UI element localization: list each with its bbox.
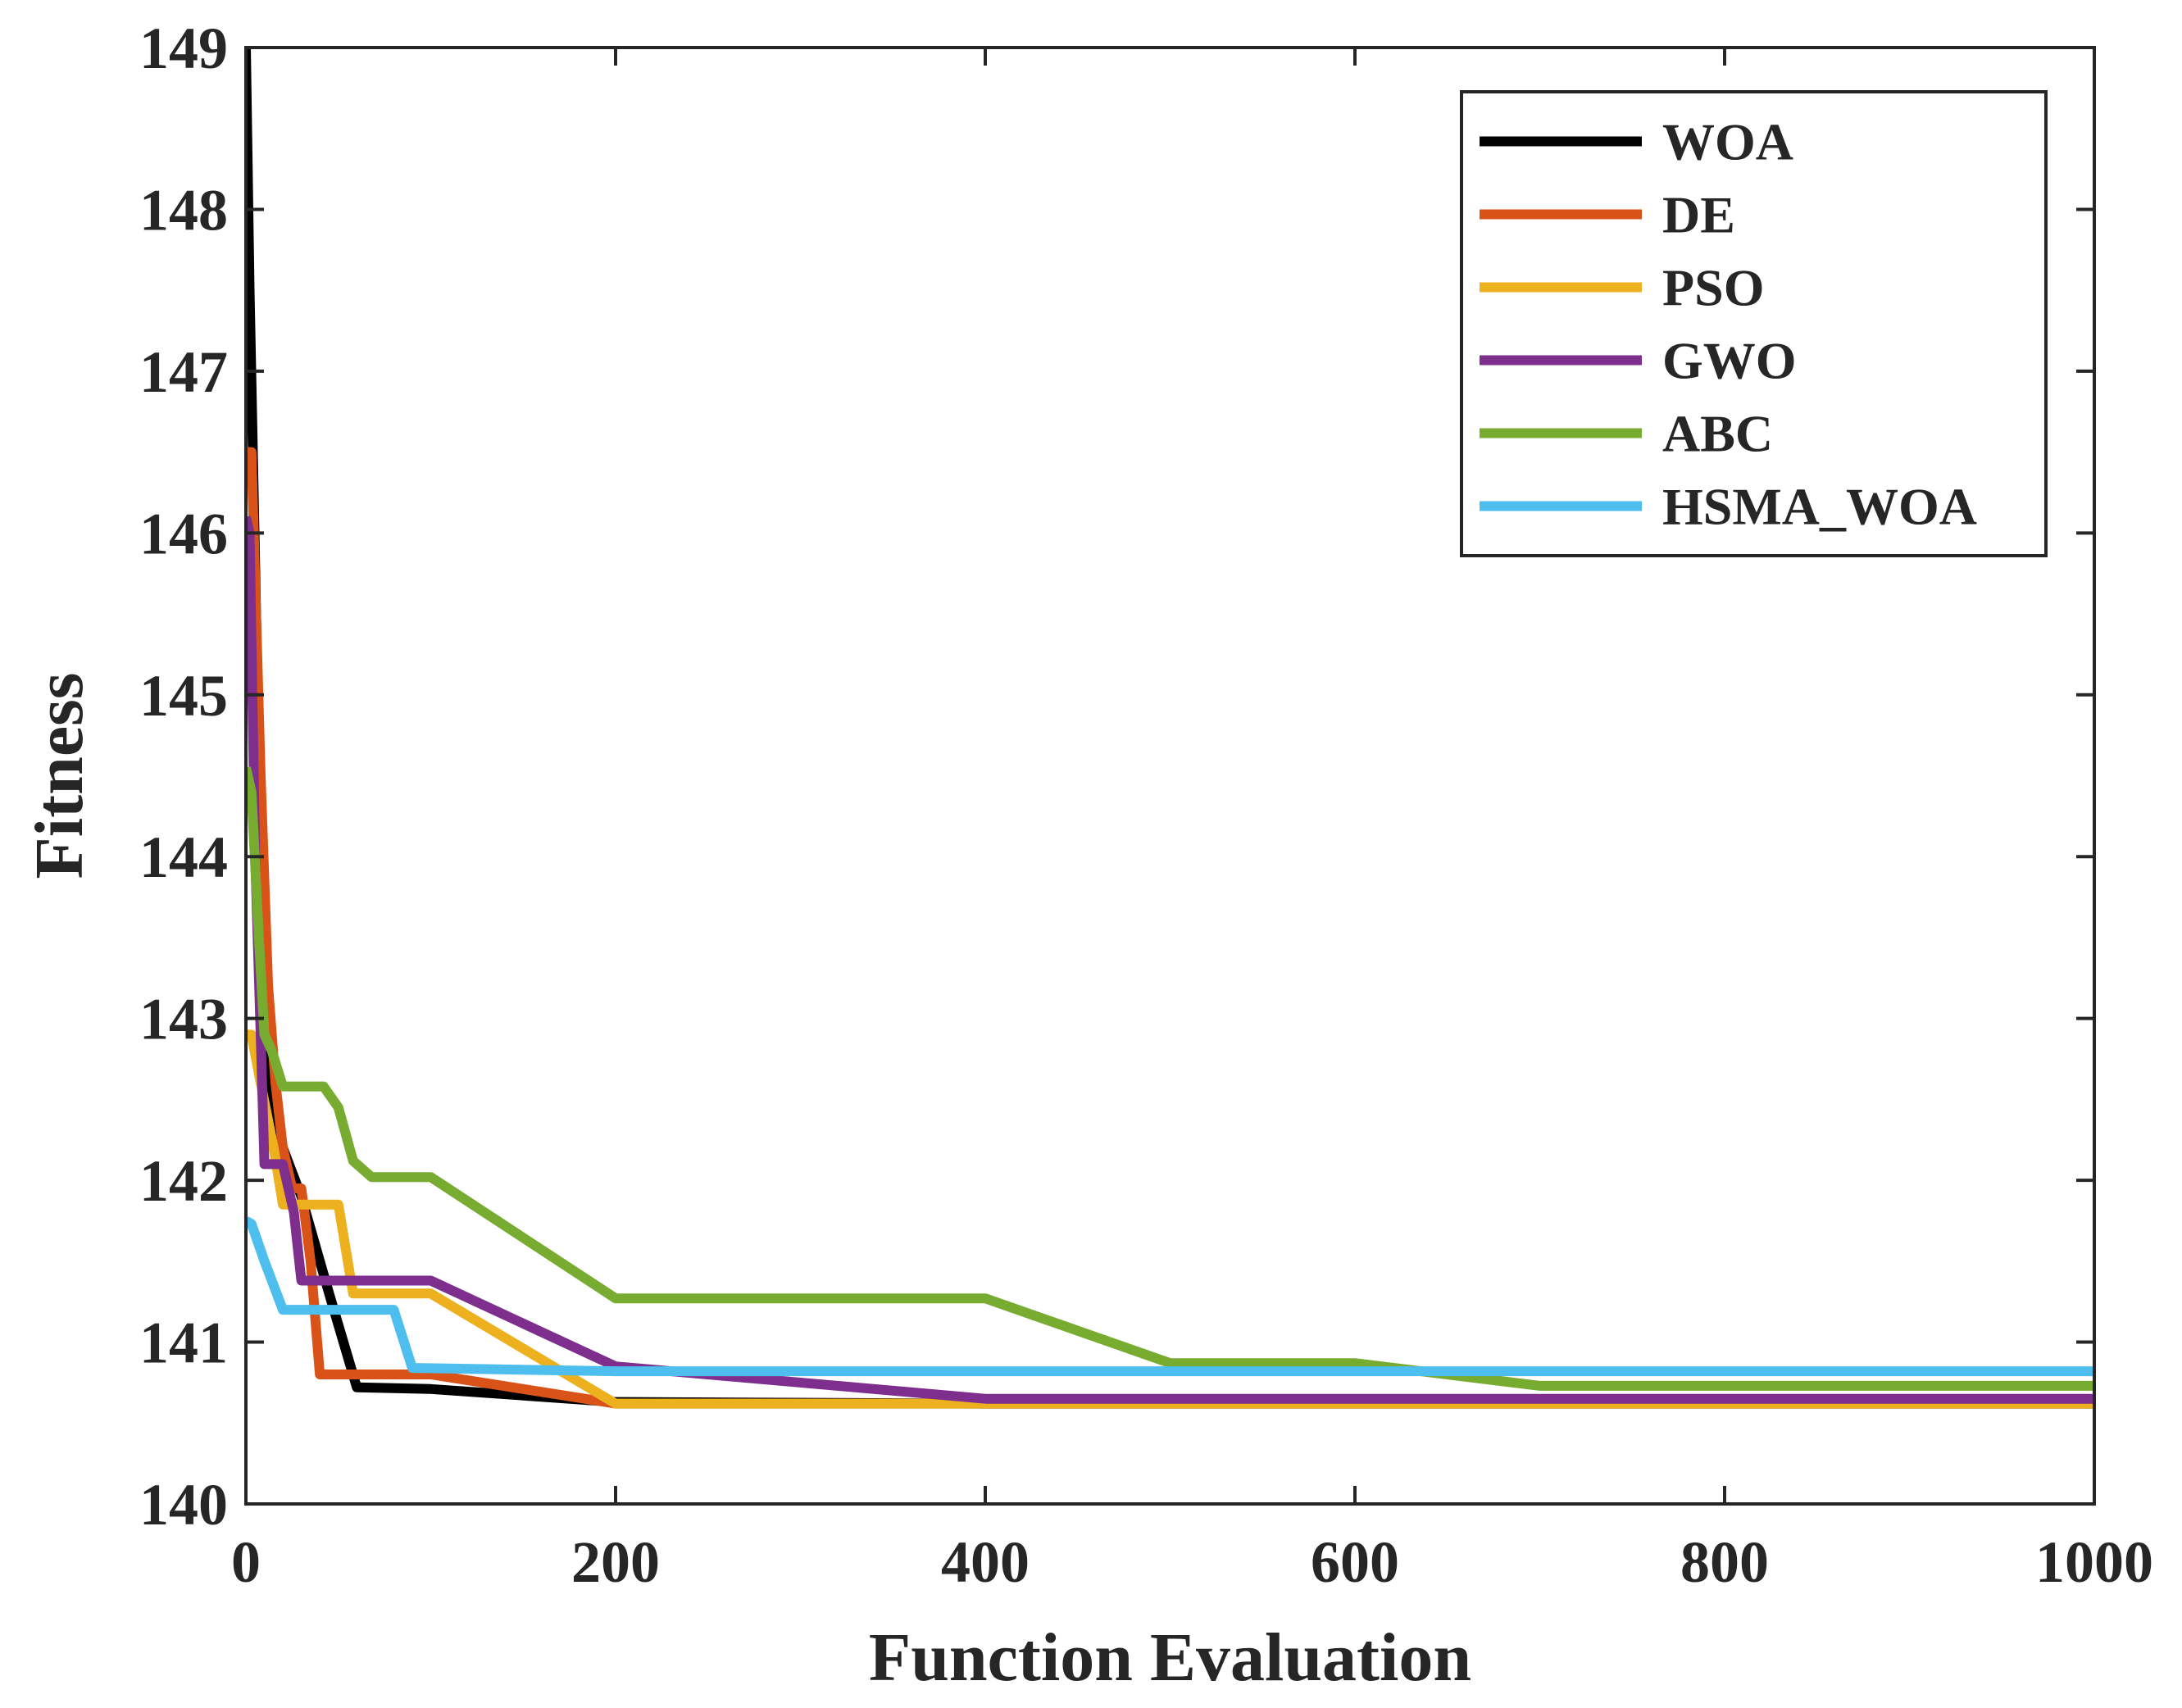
legend-label: HSMA_WOA	[1662, 478, 1977, 536]
y-tick-label: 145	[139, 663, 228, 729]
series-line-pso	[246, 1029, 2094, 1409]
series-line-abc	[246, 766, 2094, 1391]
y-tick-label: 148	[139, 177, 228, 243]
series-line-de	[246, 447, 2094, 1409]
legend-label: ABC	[1662, 405, 1773, 463]
x-tick-label: 600	[1311, 1529, 1399, 1595]
x-tick-labels: 0 200 400 600 800 1000	[231, 1529, 2153, 1595]
x-tick-label: 1000	[2035, 1529, 2153, 1595]
y-tick-label: 141	[139, 1311, 228, 1376]
legend-label: DE	[1662, 186, 1735, 244]
x-tick-label: 200	[571, 1529, 660, 1595]
x-tick-label: 0	[231, 1529, 261, 1595]
axis-ticks	[244, 46, 2096, 1506]
y-tick-label: 144	[139, 824, 228, 890]
y-tick-label: 142	[139, 1148, 228, 1214]
y-tick-label: 140	[139, 1472, 228, 1538]
y-axis-label: Fitness	[21, 673, 98, 879]
x-tick-label: 800	[1680, 1529, 1769, 1595]
legend: WOA DE PSO GWO ABC HSMA_WOA	[1460, 90, 2048, 557]
y-tick-label: 146	[139, 501, 228, 566]
axes-frame	[244, 46, 2096, 1506]
x-tick-label: 400	[941, 1529, 1030, 1595]
y-tick-label: 149	[139, 16, 228, 81]
x-axis-label: Function Evaluation	[869, 1619, 1471, 1696]
y-tick-label: 147	[139, 339, 228, 405]
legend-label: WOA	[1662, 113, 1793, 171]
legend-label: PSO	[1662, 259, 1764, 317]
y-tick-label: 143	[139, 987, 228, 1052]
series-line-hsma-woa	[246, 1216, 2094, 1377]
legend-box	[1460, 90, 2048, 557]
series-line-gwo	[246, 516, 2094, 1404]
legend-label: GWO	[1662, 332, 1797, 390]
y-tick-labels: 140 141 142 143 144 145 146 147 148 149	[139, 16, 228, 1538]
plot-lines	[246, 47, 2094, 1409]
